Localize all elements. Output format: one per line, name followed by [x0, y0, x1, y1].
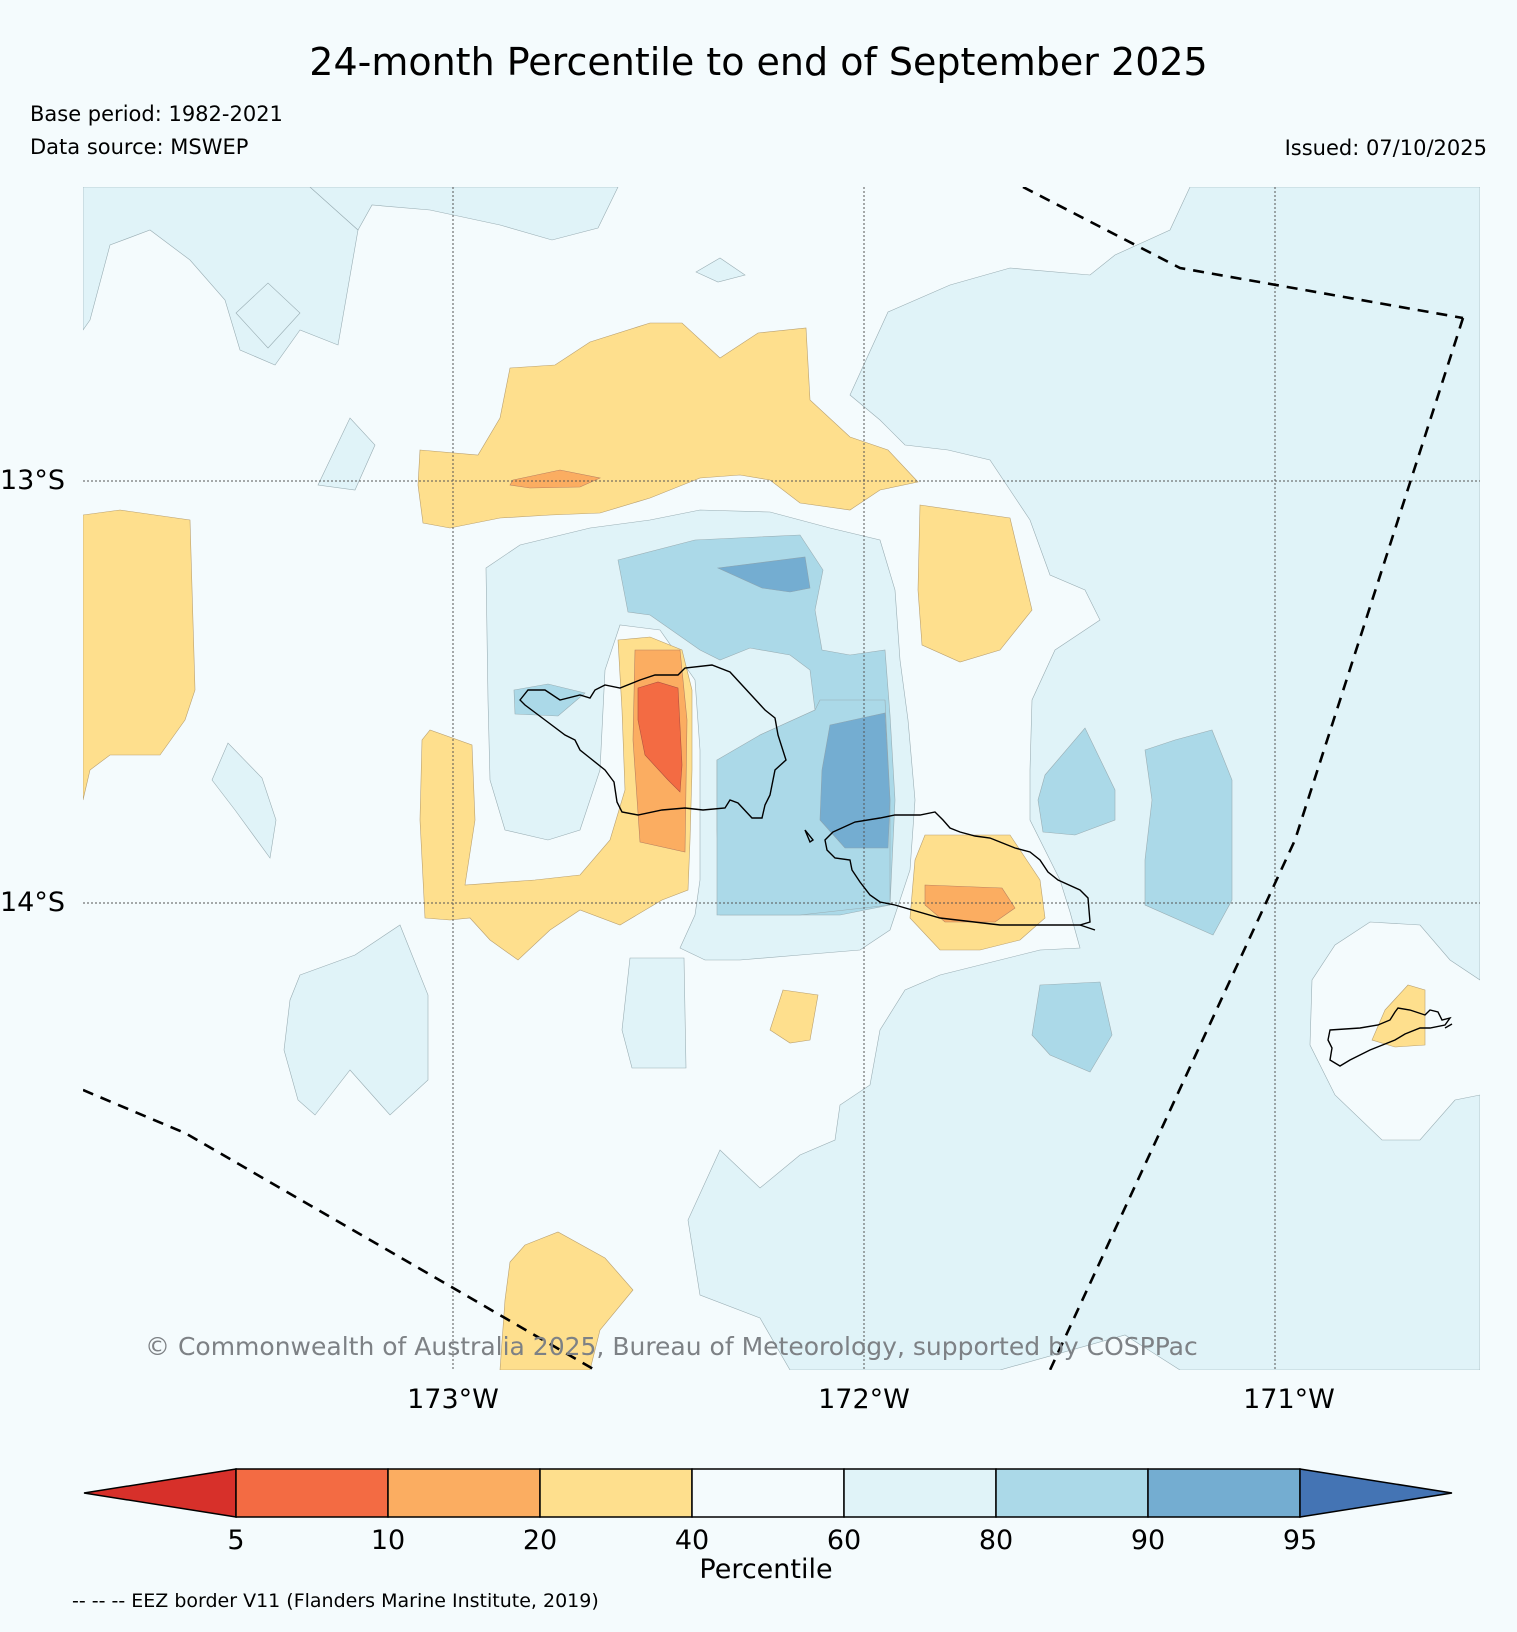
colorbar-tick-label: 40: [675, 1525, 709, 1556]
region-south-center: [621, 957, 687, 1069]
percentile-5-10-regions: [637, 681, 683, 793]
colorbar-extend-high: [1299, 1468, 1453, 1518]
colorbar-segment: [691, 1468, 845, 1518]
region-east-upper: [917, 504, 1033, 663]
region-south-mid: [1031, 981, 1113, 1073]
colorbar-segment: [1147, 1468, 1301, 1518]
coastline-upolu: [824, 811, 1091, 926]
percentile-90-95-regions: [716, 556, 891, 849]
eez-border-southwest: [83, 1088, 596, 1370]
eez-borders: [83, 187, 1465, 1370]
colorbar: 5 10 20 40 60 80 90 95: [83, 1468, 1453, 1556]
region-west-small: [513, 683, 586, 717]
colorbar-segment: [387, 1468, 541, 1518]
colorbar-tick-label: 95: [1283, 1525, 1317, 1556]
region-small-sliver: [695, 257, 746, 283]
region-south-small: [769, 989, 819, 1044]
lon-label-173w: 173°W: [407, 1384, 499, 1415]
region-west-edge: [83, 509, 196, 801]
coastline-upolu-tip: [1079, 924, 1096, 931]
colorbar-tick-label: 20: [523, 1525, 557, 1556]
map-panel: © Commonwealth of Australia 2025, Bureau…: [83, 187, 1480, 1370]
region-small-nw: [317, 417, 376, 491]
eez-border-north: [1022, 187, 1464, 320]
colorbar-tick-label: 5: [227, 1525, 244, 1556]
colorbar-extend-low: [83, 1468, 237, 1518]
region-west-left: [211, 742, 277, 859]
colorbar-tick-label: 60: [827, 1525, 861, 1556]
colorbar-tick-label: 80: [979, 1525, 1013, 1556]
region-east-mid: [1037, 727, 1116, 836]
lon-label-172w: 172°W: [818, 1384, 910, 1415]
colorbar-segment: [843, 1468, 997, 1518]
region-center-west: [419, 636, 693, 961]
issued-date-label: Issued: 07/10/2025: [1284, 136, 1487, 160]
region-central-dark-blue: [819, 712, 891, 849]
colorbar-tick-label: 90: [1131, 1525, 1165, 1556]
region-east-right: [1144, 729, 1233, 936]
region-east-orange: [924, 884, 1016, 923]
region-top-light-blue: [309, 187, 619, 241]
region-upper-dark-blue: [716, 556, 811, 593]
colorbar-segment: [235, 1468, 389, 1518]
base-period-label: Base period: 1982-2021: [30, 102, 283, 126]
region-sw-blob: [283, 924, 429, 1116]
eez-border-east: [1048, 317, 1465, 1370]
colorbar-segment: [539, 1468, 693, 1518]
lat-label-14s: 14°S: [0, 887, 65, 918]
coastline-tutuila-tip: [1444, 1023, 1453, 1029]
page-title: 24-month Percentile to end of September …: [309, 40, 1208, 84]
colorbar-title: Percentile: [699, 1554, 832, 1585]
colorbar-tick-label: 10: [371, 1525, 405, 1556]
region-center-red: [637, 681, 683, 793]
coastline-savaii: [519, 664, 787, 819]
coastline-tutuila: [1327, 1007, 1452, 1067]
copyright-text: © Commonwealth of Australia 2025, Bureau…: [145, 1332, 1198, 1361]
coastlines: [519, 664, 1453, 1067]
data-source-label: Data source: MSWEP: [30, 135, 249, 159]
gridlines: [83, 187, 1480, 1370]
region-north-orange: [509, 469, 601, 489]
lat-label-13s: 13°S: [0, 465, 65, 496]
coastline-manono: [804, 829, 815, 844]
region-small-diamond: [235, 282, 301, 349]
lon-label-171w: 171°W: [1243, 1384, 1335, 1415]
colorbar-segment: [995, 1468, 1149, 1518]
eez-note: -- -- -- EEZ border V11 (Flanders Marine…: [72, 1590, 599, 1612]
